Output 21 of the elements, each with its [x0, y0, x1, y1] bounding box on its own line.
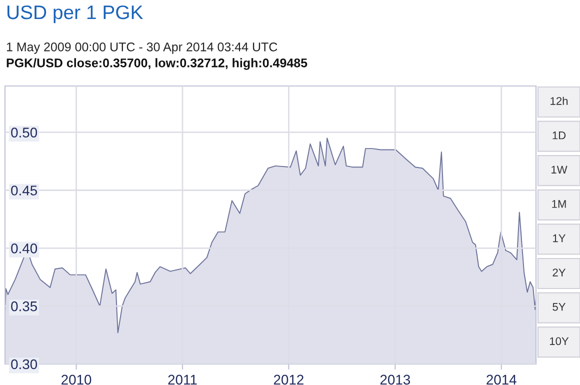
text: 1Y [553, 234, 566, 242]
x-tick-label: 2010 [62, 374, 92, 385]
text: 1W [552, 166, 568, 174]
y-tick-label: 0.50 [11, 128, 38, 138]
y-tick-label: 0.45 [11, 186, 38, 196]
chart-subtitle: 1 May 2009 00:00 UTC - 30 Apr 2014 03:44 UTC [6, 42, 278, 54]
x-tick-label: 2012 [274, 374, 304, 385]
x-tick-label: 2011 [168, 374, 197, 385]
text: 5Y [552, 303, 566, 311]
text: 1D [552, 132, 566, 140]
y-tick-label: 0.35 [11, 301, 38, 312]
text: 2Y [552, 268, 566, 276]
text: 12h [550, 96, 568, 105]
x-tick-label: 2014 [486, 374, 516, 385]
x-tick-label: 2013 [380, 374, 410, 385]
text: 10Y [550, 337, 569, 346]
chart-title: USD per 1 PGK [8, 5, 144, 24]
y-tick-label: 0.40 [11, 244, 38, 254]
text: 1M [552, 200, 566, 208]
text: PGK/USD close:0.35700, low:0.32712, high:0.49485 [6, 58, 308, 70]
y-tick-label: 0.30 [11, 359, 38, 370]
